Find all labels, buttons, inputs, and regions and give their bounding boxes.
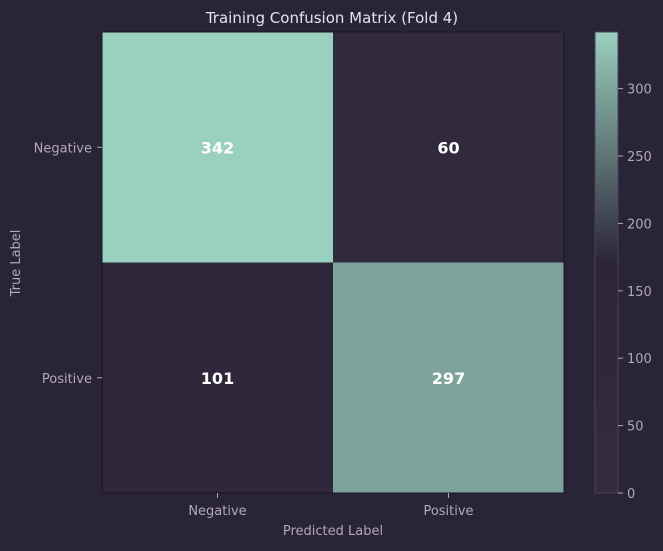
colorbar-tick-label: 100 [627,352,652,367]
y-tick-label: Negative [34,141,92,156]
colorbar-tick-label: 150 [627,285,652,300]
x-tick-label: Negative [188,504,246,519]
x-tick-label: Positive [423,504,473,519]
colorbar-ticks: 0 50 100 150 200 250 300 [618,83,652,502]
x-axis-ticks: Negative Positive [188,493,474,519]
colorbar [594,31,619,494]
matrix-cells [102,32,564,493]
matrix-cell [333,32,564,263]
colorbar-tick-label: 50 [627,420,644,435]
y-axis-label: True Label [9,230,24,298]
matrix-cell [102,262,333,493]
chart-title: Training Confusion Matrix (Fold 4) [205,9,458,27]
matrix-cell [102,32,333,263]
matrix-cell-labels: 342 60 101 297 [201,138,465,388]
y-tick-label: Positive [42,372,92,387]
cell-value-label: 60 [437,138,459,157]
y-axis-ticks: Negative Positive [34,141,102,387]
x-axis-label: Predicted Label [283,524,383,539]
colorbar-tick-label: 0 [627,487,635,502]
matrix-frame [101,31,565,494]
cell-value-label: 342 [201,138,234,157]
cell-value-label: 297 [432,369,465,388]
colorbar-tick-label: 300 [627,83,652,98]
cell-value-label: 101 [201,369,234,388]
colorbar-tick-label: 250 [627,150,652,165]
matrix-cell [333,262,564,493]
colorbar-tick-label: 200 [627,217,652,232]
